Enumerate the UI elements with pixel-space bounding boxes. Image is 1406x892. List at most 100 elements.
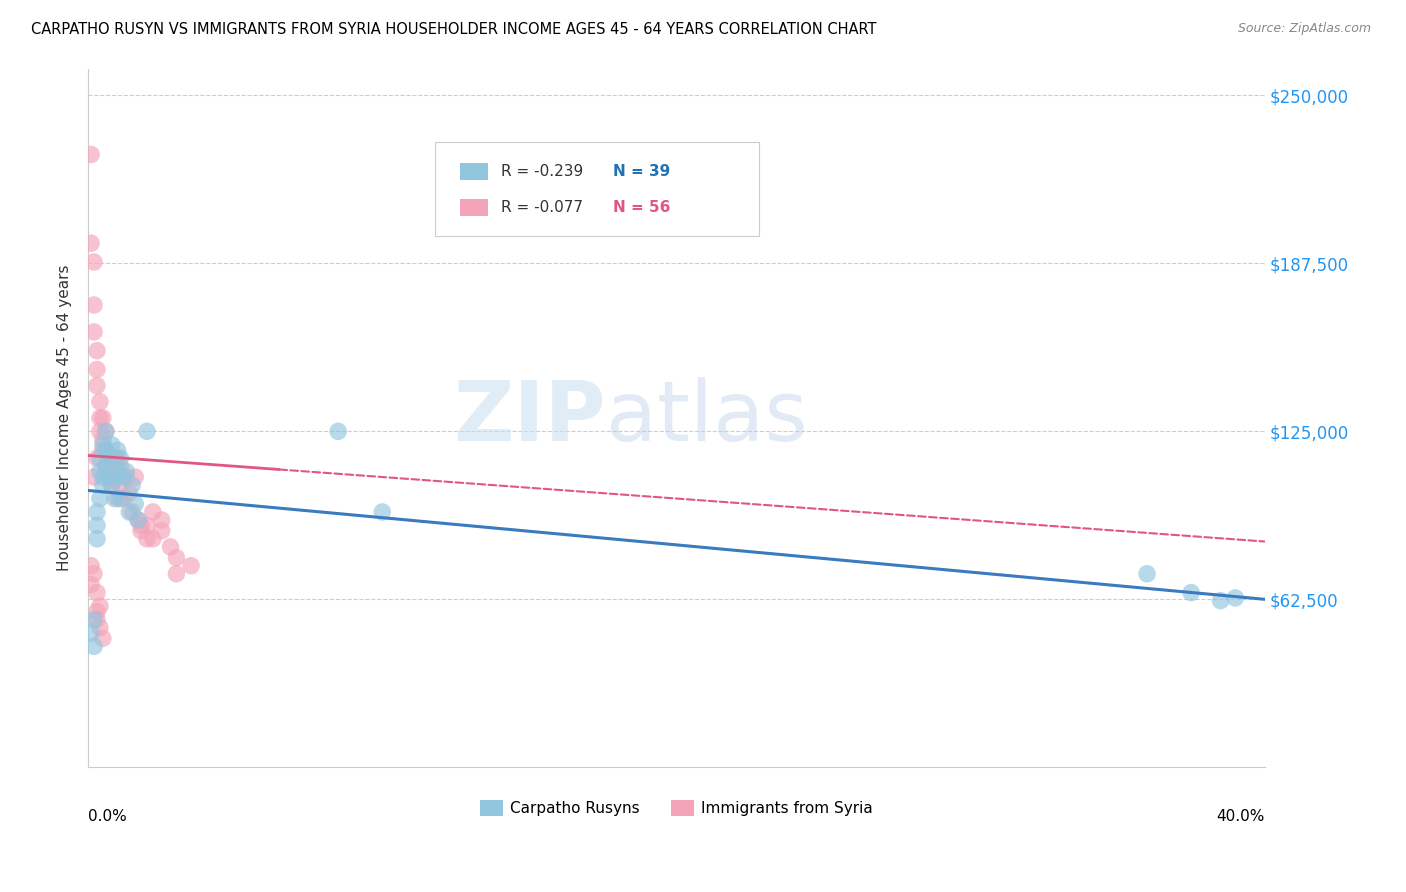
Point [83, 470, 105, 484]
Point [121, 505, 143, 519]
Point [110, 451, 132, 466]
Point [86, 451, 108, 466]
Point [86, 532, 108, 546]
Point [94, 459, 117, 474]
Point [115, 465, 138, 479]
Point [127, 513, 149, 527]
FancyBboxPatch shape [460, 199, 488, 216]
Point [89, 425, 111, 439]
Point [97, 451, 120, 466]
Point [94, 443, 117, 458]
Point [107, 443, 129, 458]
Point [97, 451, 120, 466]
Point [83, 298, 105, 312]
FancyBboxPatch shape [436, 142, 759, 236]
Point [80, 626, 103, 640]
Point [1225, 591, 1247, 605]
Legend: Carpatho Rusyns, Immigrants from Syria: Carpatho Rusyns, Immigrants from Syria [474, 794, 879, 822]
Point [328, 425, 350, 439]
Point [94, 443, 117, 458]
Point [86, 585, 108, 599]
Point [91, 433, 114, 447]
Point [121, 478, 143, 492]
Point [83, 325, 105, 339]
Point [94, 425, 117, 439]
Point [1136, 566, 1159, 581]
Point [159, 540, 181, 554]
Point [80, 147, 103, 161]
Point [129, 518, 152, 533]
Point [142, 532, 165, 546]
Point [107, 451, 129, 466]
Point [115, 470, 138, 484]
Point [107, 470, 129, 484]
Point [80, 236, 103, 251]
Point [118, 505, 141, 519]
Point [94, 425, 117, 439]
Point [86, 604, 108, 618]
Point [100, 438, 122, 452]
Point [118, 486, 141, 500]
Point [89, 451, 111, 466]
Point [104, 491, 127, 506]
Point [89, 620, 111, 634]
Point [150, 513, 173, 527]
Point [86, 362, 108, 376]
Text: atlas: atlas [606, 377, 807, 458]
Point [110, 478, 132, 492]
Point [89, 465, 111, 479]
Point [110, 459, 132, 474]
Point [89, 599, 111, 613]
Point [104, 451, 127, 466]
Point [100, 465, 122, 479]
Point [89, 491, 111, 506]
Point [165, 566, 187, 581]
Text: CARPATHO RUSYN VS IMMIGRANTS FROM SYRIA HOUSEHOLDER INCOME AGES 45 - 64 YEARS CO: CARPATHO RUSYN VS IMMIGRANTS FROM SYRIA … [31, 22, 876, 37]
Point [180, 558, 202, 573]
Point [97, 470, 120, 484]
Point [129, 524, 152, 538]
Point [150, 524, 173, 538]
Point [86, 612, 108, 626]
Point [91, 478, 114, 492]
Point [86, 343, 108, 358]
Point [94, 459, 117, 474]
Point [1209, 593, 1232, 607]
Point [124, 497, 146, 511]
Text: 0.0%: 0.0% [89, 809, 127, 824]
Point [86, 505, 108, 519]
Text: N = 39: N = 39 [613, 164, 671, 179]
Point [127, 513, 149, 527]
Point [112, 491, 135, 506]
Point [136, 425, 159, 439]
Point [83, 255, 105, 269]
Point [1180, 585, 1202, 599]
Point [86, 378, 108, 392]
Text: N = 56: N = 56 [613, 200, 671, 215]
Text: ZIP: ZIP [453, 377, 606, 458]
Point [83, 566, 105, 581]
Point [104, 459, 127, 474]
Point [80, 577, 103, 591]
Y-axis label: Householder Income Ages 45 - 64 years: Householder Income Ages 45 - 64 years [58, 265, 72, 571]
Point [89, 394, 111, 409]
Point [86, 518, 108, 533]
Point [100, 478, 122, 492]
Point [100, 478, 122, 492]
Point [83, 612, 105, 626]
Point [91, 443, 114, 458]
Point [97, 470, 120, 484]
Point [142, 505, 165, 519]
Point [136, 518, 159, 533]
Text: R = -0.077: R = -0.077 [501, 200, 583, 215]
Point [371, 505, 394, 519]
Point [107, 465, 129, 479]
Point [89, 410, 111, 425]
Point [107, 491, 129, 506]
Text: 40.0%: 40.0% [1216, 809, 1265, 824]
Text: R = -0.239: R = -0.239 [501, 164, 583, 179]
Point [110, 491, 132, 506]
Text: Source: ZipAtlas.com: Source: ZipAtlas.com [1237, 22, 1371, 36]
Point [104, 470, 127, 484]
Point [112, 470, 135, 484]
